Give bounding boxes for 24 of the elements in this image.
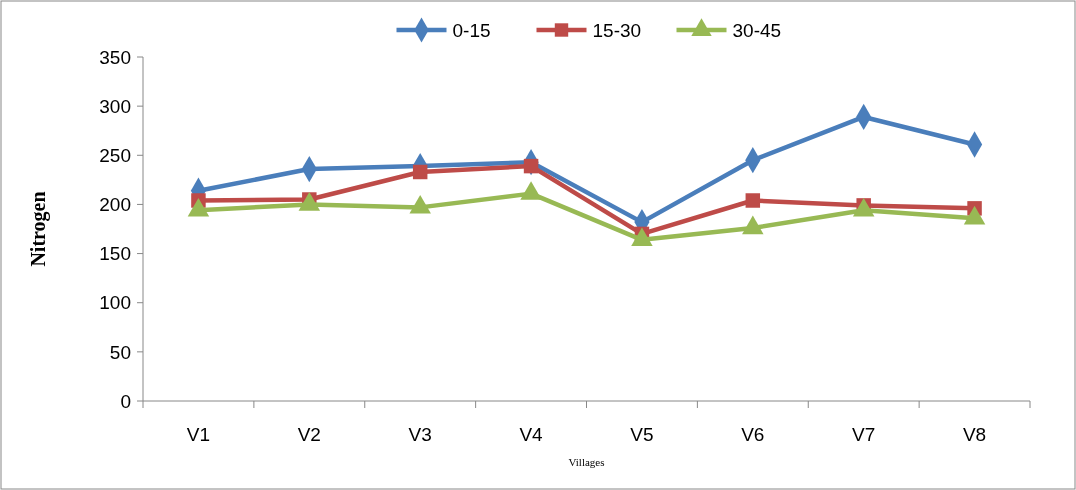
y-tick-label: 100 — [99, 292, 131, 314]
y-tick-label: 50 — [109, 341, 131, 363]
legend-label: 30-45 — [732, 19, 782, 41]
x-tick-label: V2 — [297, 424, 321, 445]
point — [745, 193, 761, 208]
y-tick-label: 300 — [99, 95, 131, 117]
y-tick-label: 250 — [99, 144, 131, 166]
x-tick-label: V7 — [852, 424, 876, 445]
point — [523, 158, 539, 174]
y-axis-title: Nitrogen — [27, 191, 50, 267]
y-tick-label: 350 — [99, 46, 131, 68]
x-tick-label: V3 — [408, 424, 432, 445]
x-tick-label: V6 — [741, 424, 765, 445]
x-tick-label: V8 — [962, 424, 987, 445]
x-tick-label: V1 — [186, 424, 211, 445]
y-tick-label: 200 — [99, 194, 131, 216]
y-tick-label: 150 — [99, 243, 131, 265]
x-tick-label: V5 — [630, 424, 654, 445]
legend-label: 15-30 — [592, 19, 642, 41]
x-axis-title: Villages — [568, 456, 605, 468]
y-tick-label: 0 — [120, 390, 131, 412]
legend-label: 0-15 — [452, 19, 491, 41]
point — [412, 164, 428, 180]
x-tick-label: V4 — [519, 424, 544, 445]
